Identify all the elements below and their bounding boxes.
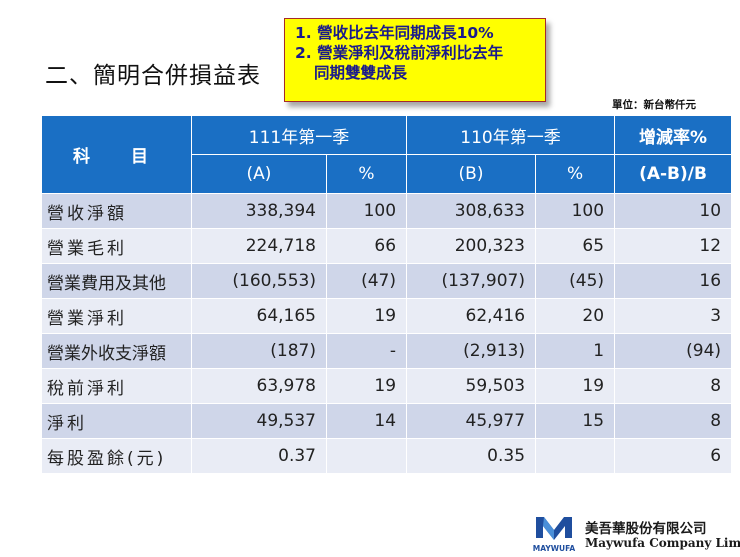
- value-b-pct: 65: [535, 228, 616, 264]
- value-change: 8: [614, 368, 733, 404]
- company-name-en: Maywufa Company Limited: [585, 536, 740, 550]
- company-name-cn: 美吾華股份有限公司: [585, 521, 707, 537]
- maywufa-logo: MAYWUFA: [533, 517, 576, 553]
- callout-line-1: 1. 營收比去年同期成長10%: [295, 24, 494, 42]
- sub-header-pct2: %: [535, 154, 616, 194]
- value-a: (187): [191, 333, 327, 369]
- value-b-pct: [535, 438, 616, 474]
- value-change: 10: [614, 193, 733, 229]
- callout-line-2a: 2. 營業淨利及稅前淨利比去年: [295, 44, 504, 62]
- value-a: 224,718: [191, 228, 327, 264]
- table-row: 營業毛利 224,718 66 200,323 65 12: [41, 228, 733, 264]
- value-a-pct: 100: [325, 193, 408, 229]
- value-a: (160,553): [191, 263, 327, 299]
- value-b: 308,633: [406, 193, 537, 229]
- value-change: 16: [614, 263, 733, 299]
- value-b-pct: 15: [535, 403, 616, 439]
- value-b: 59,503: [406, 368, 537, 404]
- subject-header: 科 目: [41, 115, 192, 194]
- logo-m-shade: [543, 517, 554, 540]
- table-row: 營收淨額 338,394 100 308,633 100 10: [41, 193, 733, 229]
- value-a: 0.37: [191, 438, 327, 474]
- row-label: 營業淨利: [41, 298, 192, 334]
- value-a-pct: 19: [325, 298, 408, 334]
- value-a: 338,394: [191, 193, 327, 229]
- value-b: 0.35: [406, 438, 537, 474]
- value-a: 49,537: [191, 403, 327, 439]
- row-label: 營收淨額: [41, 193, 192, 229]
- value-b-pct: 100: [535, 193, 616, 229]
- table-row: 稅前淨利 63,978 19 59,503 19 8: [41, 368, 733, 404]
- value-change: 6: [614, 438, 733, 474]
- value-b: 62,416: [406, 298, 537, 334]
- sub-header-ab: (A-B)/B: [614, 154, 733, 194]
- income-statement-table: 科 目 111年第一季 110年第一季 增減率% (A) % (B) % (A-…: [41, 115, 733, 474]
- value-b-pct: 20: [535, 298, 616, 334]
- table-row: 營業外收支淨額 (187) - (2,913) 1 (94): [41, 333, 733, 369]
- row-label: 淨利: [41, 403, 192, 439]
- unit-note: 單位：新台幣仟元: [612, 99, 696, 111]
- value-b: 200,323: [406, 228, 537, 264]
- value-b: (2,913): [406, 333, 537, 369]
- table-row: 營業費用及其他 (160,553) (47) (137,907) (45) 16: [41, 263, 733, 299]
- value-b-pct: 19: [535, 368, 616, 404]
- page-title: 二、簡明合併損益表: [45, 63, 261, 89]
- value-b: (137,907): [406, 263, 537, 299]
- highlight-callout: 1. 營收比去年同期成長10% 2. 營業淨利及稅前淨利比去年 同期雙雙成長: [284, 18, 546, 102]
- value-change: 8: [614, 403, 733, 439]
- value-a-pct: 19: [325, 368, 408, 404]
- period2-header: 110年第一季: [406, 115, 616, 155]
- row-label: 營業費用及其他: [41, 263, 192, 299]
- table-subheader-row: (A) % (B) % (A-B)/B: [42, 154, 733, 194]
- value-a-pct: 66: [325, 228, 408, 264]
- value-a: 64,165: [191, 298, 327, 334]
- row-label: 稅前淨利: [41, 368, 192, 404]
- logo-text: MAYWUFA: [533, 544, 576, 553]
- value-change: 3: [614, 298, 733, 334]
- sub-header-a: (A): [191, 154, 327, 194]
- table-header-row: 科 目 111年第一季 110年第一季 增減率%: [41, 115, 733, 194]
- sub-header-pct1: %: [325, 154, 408, 194]
- row-label: 營業毛利: [41, 228, 192, 264]
- table-row: 淨利 49,537 14 45,977 15 8: [41, 403, 733, 439]
- callout-line-2b: 同期雙雙成長: [314, 64, 408, 82]
- value-change: 12: [614, 228, 733, 264]
- period1-header: 111年第一季: [190, 115, 408, 155]
- value-a-pct: -: [325, 333, 408, 369]
- value-b: 45,977: [406, 403, 537, 439]
- table-row: 每股盈餘(元) 0.37 0.35 6: [41, 438, 733, 474]
- table-row: 營業淨利 64,165 19 62,416 20 3: [41, 298, 733, 334]
- value-a-pct: 14: [325, 403, 408, 439]
- change-header: 增減率%: [614, 115, 733, 155]
- value-b-pct: 1: [535, 333, 616, 369]
- value-b-pct: (45): [535, 263, 616, 299]
- row-label: 每股盈餘(元): [41, 438, 192, 474]
- value-change: (94): [614, 333, 733, 369]
- value-a: 63,978: [191, 368, 327, 404]
- value-a-pct: (47): [325, 263, 408, 299]
- sub-header-b: (B): [406, 154, 537, 194]
- value-a-pct: [325, 438, 408, 474]
- row-label: 營業外收支淨額: [41, 333, 192, 369]
